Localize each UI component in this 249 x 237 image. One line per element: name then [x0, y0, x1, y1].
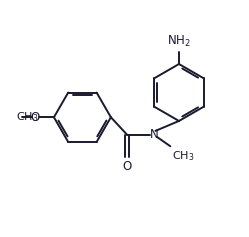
Text: O: O — [122, 160, 132, 173]
Text: CH$_3$: CH$_3$ — [16, 110, 39, 124]
Text: O: O — [31, 111, 40, 124]
Text: NH$_2$: NH$_2$ — [167, 34, 191, 49]
Text: N: N — [150, 128, 159, 141]
Text: CH$_3$: CH$_3$ — [172, 150, 194, 163]
